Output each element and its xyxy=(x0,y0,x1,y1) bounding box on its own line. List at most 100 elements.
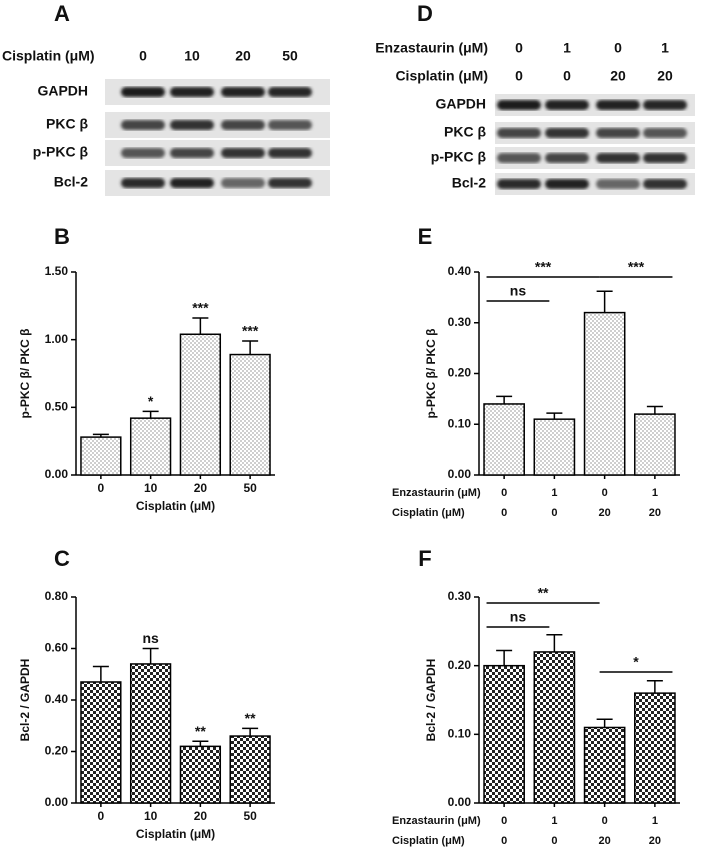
x-tick-label: 10 xyxy=(144,481,158,495)
x-tick-label: 0 xyxy=(602,487,608,499)
error-bar xyxy=(496,649,513,666)
blot-band xyxy=(545,153,589,163)
y-tick-label: 0.80 xyxy=(45,589,69,603)
blot-header-value: 50 xyxy=(282,48,298,64)
bar xyxy=(179,745,222,804)
x-tick-label: 50 xyxy=(243,481,257,495)
blot-band xyxy=(268,120,312,130)
blot-band xyxy=(497,153,541,163)
bar xyxy=(179,333,222,476)
blot-header-name: Enzastaurin (μM) xyxy=(375,40,488,56)
blot-band xyxy=(221,87,265,97)
blot-header-value: 1 xyxy=(563,40,571,56)
blot-band xyxy=(643,100,687,110)
panel-label: A xyxy=(54,1,70,26)
significance-label: *** xyxy=(192,300,209,316)
y-tick-label: 0.00 xyxy=(45,467,69,481)
bar xyxy=(634,692,676,804)
blot-row-label: p-PKC β xyxy=(431,149,487,165)
bar xyxy=(229,735,271,804)
blot-band xyxy=(596,128,640,138)
x-tick-label: 1 xyxy=(652,815,658,827)
blot-band xyxy=(497,128,541,138)
bar xyxy=(483,403,525,476)
x-tick-label: 1 xyxy=(652,487,658,499)
x-tick-label: 20 xyxy=(194,481,208,495)
error-bar xyxy=(646,680,663,694)
y-tick-label: 0.30 xyxy=(448,589,472,603)
blot-band xyxy=(268,178,312,188)
blot-header-value: 10 xyxy=(184,48,200,64)
panel-label: C xyxy=(54,546,70,571)
blot-band xyxy=(268,87,312,97)
bar xyxy=(80,681,122,804)
y-tick-label: 0.40 xyxy=(448,264,472,278)
blot-band xyxy=(596,100,640,110)
blot-row-label: PKC β xyxy=(46,116,88,132)
blot-band xyxy=(170,87,214,97)
x-tick-label: 0 xyxy=(501,487,507,499)
y-tick-label: 0.10 xyxy=(448,727,472,741)
bracket-label: ** xyxy=(538,585,549,601)
blot-strip xyxy=(495,122,695,144)
bar xyxy=(483,664,525,804)
blot-band xyxy=(643,128,687,138)
blot-header-value: 20 xyxy=(235,48,251,64)
blot-band xyxy=(596,153,640,163)
blot-band xyxy=(221,148,265,158)
error-bar xyxy=(546,634,563,652)
blot-band xyxy=(545,179,589,189)
blot-band xyxy=(643,153,687,163)
bar xyxy=(583,311,626,476)
blot-band xyxy=(121,87,165,97)
y-axis-label: p-PKC β/ PKC β xyxy=(424,329,438,419)
bar xyxy=(583,726,626,804)
x-tick-label: 0 xyxy=(501,815,507,827)
bracket-label: ns xyxy=(510,609,527,625)
bar xyxy=(129,663,172,804)
error-bar xyxy=(92,665,109,682)
y-tick-label: 0.40 xyxy=(45,692,69,706)
bar xyxy=(229,353,271,476)
blot-header-value: 0 xyxy=(139,48,147,64)
bracket-label: *** xyxy=(535,259,552,275)
blot-band xyxy=(221,120,265,130)
blot-header-value: 20 xyxy=(610,68,626,84)
error-bar xyxy=(92,433,109,438)
blot-band xyxy=(497,179,541,189)
y-tick-label: 0.50 xyxy=(45,400,69,414)
blot-row-label: PKC β xyxy=(444,124,486,140)
panel-label: B xyxy=(54,224,70,249)
x-tick-label: 0 xyxy=(551,507,557,519)
y-tick-label: 1.00 xyxy=(45,332,69,346)
x-tick-label: 0 xyxy=(98,481,105,495)
blot-header-value: 20 xyxy=(657,68,673,84)
x-tick-label: 20 xyxy=(649,507,661,519)
blot-band xyxy=(545,128,589,138)
x-tick-label: 1 xyxy=(551,487,557,499)
error-bar xyxy=(142,647,159,664)
y-tick-label: 0.10 xyxy=(448,416,472,430)
blot-row-label: Bcl-2 xyxy=(452,175,486,191)
significance-label: ** xyxy=(245,710,256,726)
blot-strip xyxy=(495,94,695,116)
blot-band xyxy=(121,178,165,188)
x-tick-label: 1 xyxy=(551,815,557,827)
bracket-label: *** xyxy=(628,259,645,275)
x-tick-label: 0 xyxy=(551,835,557,847)
blot-strip xyxy=(495,147,695,169)
bracket-label: ns xyxy=(510,283,527,299)
bracket-label: * xyxy=(633,654,639,670)
y-axis-label: p-PKC β/ PKC β xyxy=(18,329,32,419)
blot-band xyxy=(643,179,687,189)
error-bar xyxy=(546,412,563,420)
category-row-name: Enzastaurin (μM) xyxy=(392,815,481,827)
x-tick-label: 20 xyxy=(194,809,208,823)
y-tick-label: 0.30 xyxy=(448,315,472,329)
error-bar xyxy=(646,405,663,415)
category-row-name: Cisplatin (μM) xyxy=(392,835,465,847)
error-bar xyxy=(192,740,209,747)
panel-label: F xyxy=(418,546,431,571)
